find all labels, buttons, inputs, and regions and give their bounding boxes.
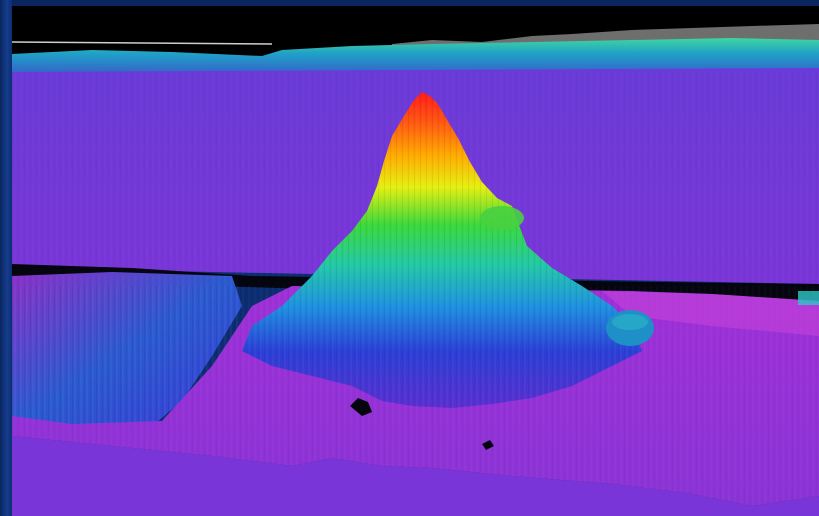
frame-top-border <box>0 0 819 6</box>
frame-left-border <box>0 0 12 516</box>
horizon-line <box>12 41 273 45</box>
dark-hole <box>350 398 372 416</box>
seamount-texture <box>242 92 642 408</box>
shoulder-terrace <box>480 206 524 230</box>
right-edge-cyan <box>798 291 819 305</box>
bathymetry-scene <box>12 6 819 516</box>
right-shelf <box>602 291 819 336</box>
far-ridge <box>12 38 819 78</box>
lower-water <box>12 436 819 516</box>
